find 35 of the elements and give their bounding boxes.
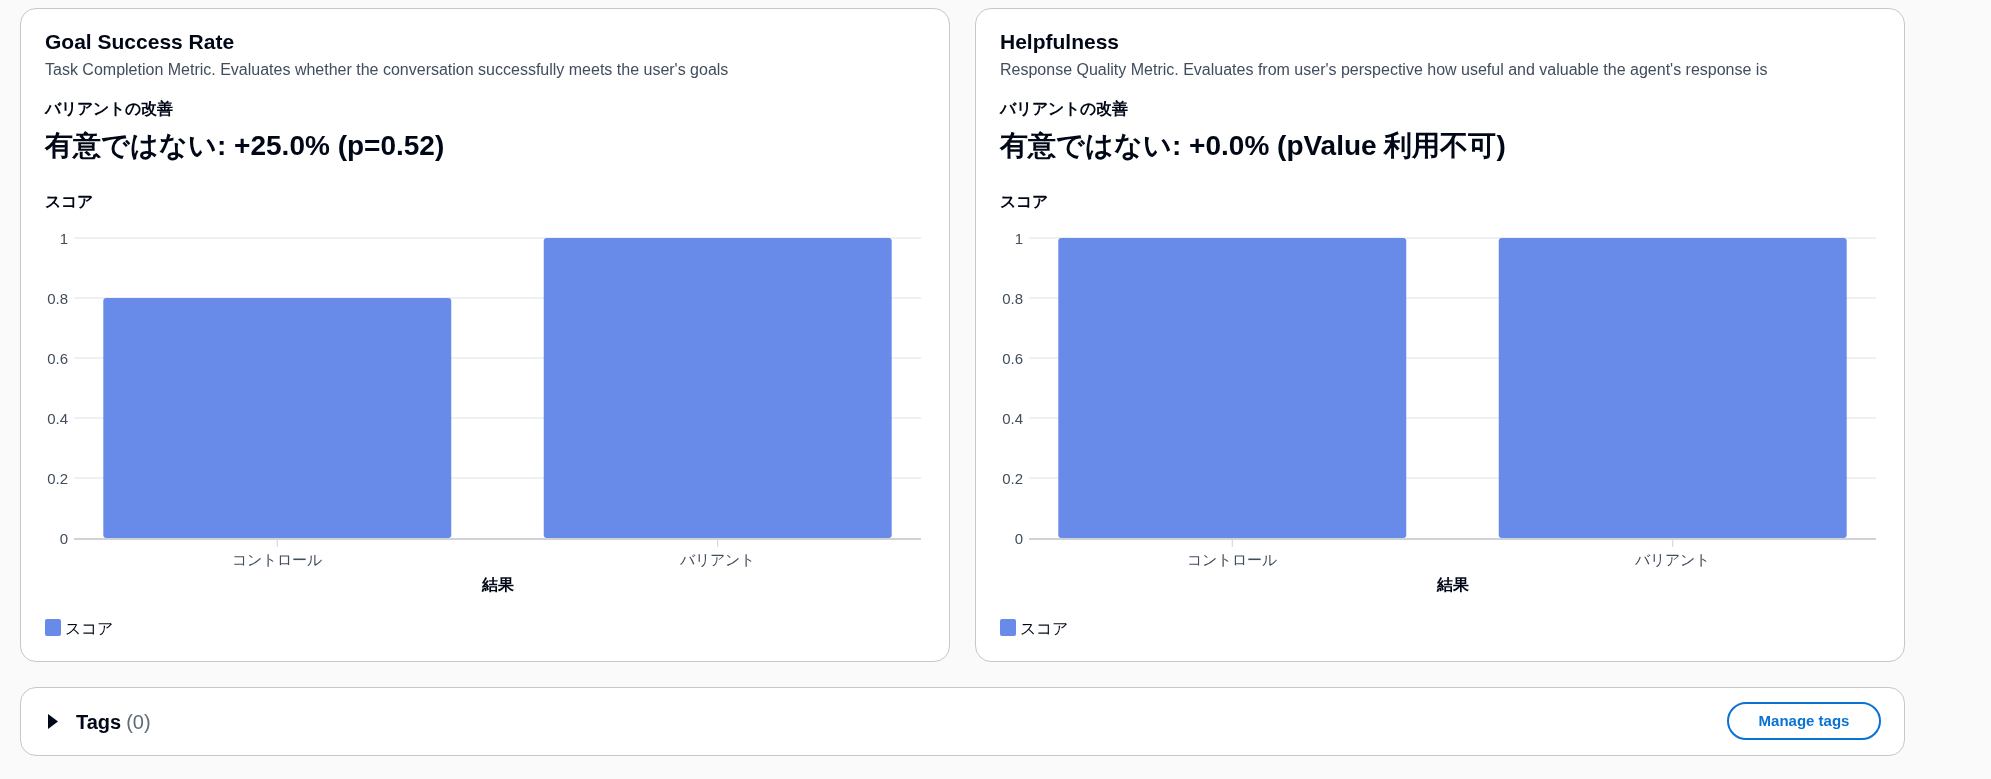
legend-label: スコア <box>65 620 113 637</box>
y-tick-label: 0.6 <box>47 349 68 367</box>
y-tick-label: 1 <box>59 229 68 247</box>
y-tick-label: 0 <box>59 529 68 547</box>
y-tick-label: 0.2 <box>47 469 68 487</box>
legend-label: スコア <box>1020 620 1068 637</box>
x-tick-label: バリアント <box>679 551 756 568</box>
text: (0) <box>126 711 151 733</box>
y-tick-label: 0.4 <box>1002 409 1023 427</box>
y-tick-label: 0.8 <box>47 289 68 307</box>
x-tick-label: コントロール <box>232 551 323 568</box>
y-tick-label: 0.4 <box>47 409 68 427</box>
y-tick-label: 0.2 <box>1002 469 1023 487</box>
legend: スコア <box>1000 619 1068 637</box>
y-tick-label: 0.6 <box>1002 349 1023 367</box>
y-tick-label: 0 <box>1014 529 1023 547</box>
text: バリアントの改善 <box>44 99 173 117</box>
x-axis-title: 結果 <box>1435 576 1470 593</box>
legend: スコア <box>45 619 113 637</box>
chart-title: Helpfulness <box>1000 30 1120 53</box>
y-tick-label: 0.8 <box>1002 289 1023 307</box>
x-tick-label: バリアント <box>1634 551 1711 568</box>
text: Manage tags <box>1758 712 1850 729</box>
x-tick-label: コントロール <box>1187 551 1278 568</box>
y-axis-title: スコア <box>45 193 93 210</box>
chart-title: Goal Success Rate <box>45 30 235 53</box>
text: 有意ではない: +25.0% (p=0.52) <box>44 130 445 161</box>
y-tick-label: 1 <box>1014 229 1023 247</box>
x-axis-title: 結果 <box>480 576 515 593</box>
text: Tags <box>76 711 122 733</box>
chart-subtitle: Response Quality Metric. Evaluates from user's perspective how useful and valuable the agent's response is <box>1000 61 1768 78</box>
text: 有意ではない: +0.0% (pValue 利用不可) <box>999 130 1506 161</box>
text: バリアントの改善 <box>999 99 1128 117</box>
chart-subtitle: Task Completion Metric. Evaluates whether the conversation successfully meets the user's goals <box>45 61 729 78</box>
y-axis-title: スコア <box>1000 193 1048 210</box>
